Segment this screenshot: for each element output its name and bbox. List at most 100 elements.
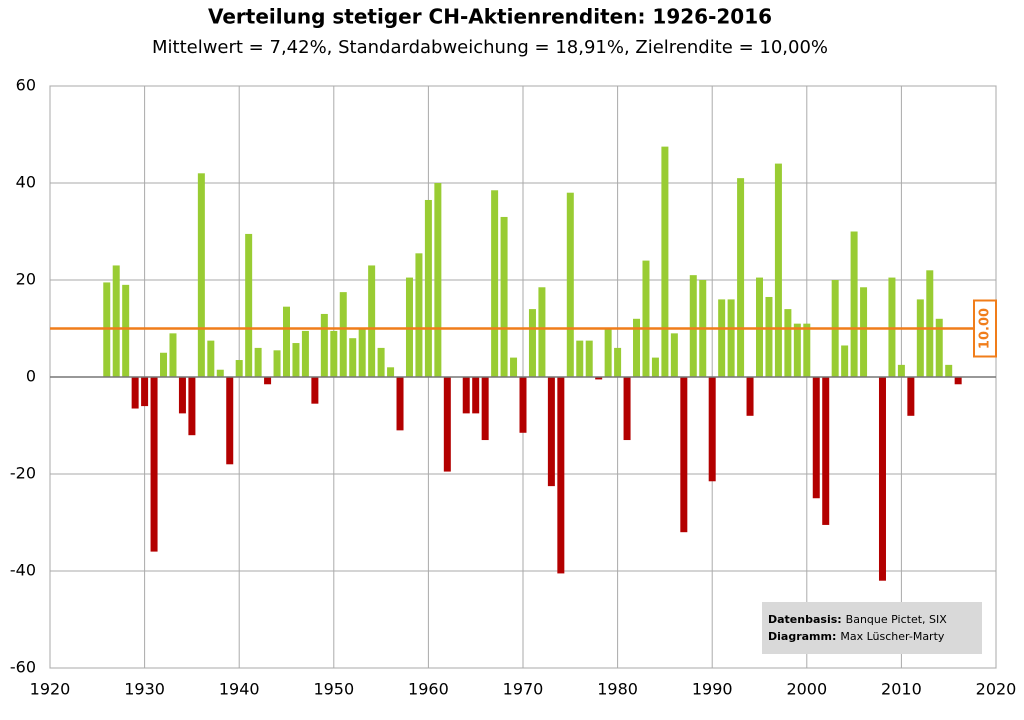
bar xyxy=(614,347,622,377)
y-tick-label: -60 xyxy=(10,658,36,677)
bar xyxy=(415,253,423,377)
bar xyxy=(812,377,820,499)
bar xyxy=(718,299,726,377)
x-tick-label: 1960 xyxy=(408,680,449,699)
chart-title: Verteilung stetiger CH-Aktienrenditen: 1… xyxy=(208,5,772,29)
bar xyxy=(150,377,158,552)
bar xyxy=(566,192,574,377)
bar xyxy=(500,216,508,377)
bar xyxy=(576,340,584,377)
bar xyxy=(377,347,385,377)
bar xyxy=(226,377,234,465)
bar xyxy=(860,287,868,377)
x-tick-label: 1920 xyxy=(30,680,71,699)
bar xyxy=(387,367,395,377)
bar xyxy=(178,377,186,414)
x-tick-label: 1930 xyxy=(124,680,165,699)
bar xyxy=(188,377,196,436)
target-label: 10.00 xyxy=(978,308,993,349)
bar xyxy=(122,284,130,377)
x-tick-label: 2000 xyxy=(786,680,827,699)
bar xyxy=(245,233,253,377)
source-line: Diagramm: Max Lüscher-Marty xyxy=(768,630,945,643)
bar xyxy=(330,330,338,377)
bar xyxy=(339,292,347,377)
bar xyxy=(169,333,177,377)
bar xyxy=(633,318,641,377)
source-line: Datenbasis: Banque Pictet, SIX xyxy=(768,613,947,626)
y-tick-label: 60 xyxy=(16,76,36,95)
bar xyxy=(510,357,518,377)
bar xyxy=(746,377,754,416)
source-text: Banque Pictet, SIX xyxy=(846,613,948,626)
bar xyxy=(443,377,451,472)
bar xyxy=(462,377,470,414)
x-tick-label: 1950 xyxy=(313,680,354,699)
x-tick-label: 1970 xyxy=(503,680,544,699)
target-label-box xyxy=(973,299,997,358)
bar xyxy=(680,377,688,533)
bar xyxy=(604,328,612,377)
chart-subtitle: Mittelwert = 7,42%, Standardabweichung =… xyxy=(152,37,828,58)
bar xyxy=(368,265,376,377)
x-tick-label: 2010 xyxy=(881,680,922,699)
bar xyxy=(661,146,669,377)
bar xyxy=(141,377,149,407)
bar xyxy=(283,306,290,377)
bar xyxy=(878,377,886,581)
bar xyxy=(907,377,915,416)
bar xyxy=(216,369,224,377)
bar xyxy=(481,377,489,441)
bar xyxy=(358,328,366,377)
y-tick-label: 20 xyxy=(16,270,36,289)
source-box xyxy=(762,602,982,654)
bar xyxy=(472,377,480,414)
bar xyxy=(727,299,735,377)
x-tick-label: 1980 xyxy=(597,680,638,699)
bar xyxy=(841,345,849,377)
bar xyxy=(301,330,309,377)
bar xyxy=(547,377,555,487)
bar xyxy=(642,260,650,377)
bar xyxy=(822,377,830,525)
y-tick-label: -20 xyxy=(10,464,36,483)
bar xyxy=(935,318,943,377)
source-text: Max Lüscher-Marty xyxy=(840,630,945,643)
bar xyxy=(793,323,801,377)
bar xyxy=(737,178,745,377)
bar xyxy=(945,364,953,377)
x-tick-label: 1990 xyxy=(692,680,733,699)
bar xyxy=(708,377,716,482)
bar xyxy=(557,377,565,574)
bar xyxy=(651,357,659,377)
x-tick-label: 2020 xyxy=(976,680,1017,699)
x-tick-label: 1940 xyxy=(219,680,260,699)
bar xyxy=(235,360,243,377)
bar xyxy=(292,343,300,377)
bar xyxy=(434,183,442,377)
bar xyxy=(585,340,593,377)
bar xyxy=(850,231,858,377)
bar xyxy=(774,163,782,377)
bar xyxy=(273,350,281,377)
y-tick-label: 40 xyxy=(16,173,36,192)
bar xyxy=(528,309,536,377)
bar xyxy=(424,199,432,377)
bar xyxy=(396,377,404,431)
bar xyxy=(538,287,546,377)
bar xyxy=(491,190,499,377)
bar xyxy=(254,347,262,377)
bar xyxy=(595,377,603,380)
bar xyxy=(784,309,792,377)
y-tick-label: -40 xyxy=(10,561,36,580)
bar xyxy=(926,270,934,377)
bar xyxy=(197,173,205,377)
bar xyxy=(112,265,120,377)
bar xyxy=(623,377,631,441)
y-tick-label: 0 xyxy=(26,367,36,386)
bar xyxy=(131,377,139,409)
bar xyxy=(670,333,678,377)
bar xyxy=(349,338,357,377)
bar xyxy=(519,377,527,433)
